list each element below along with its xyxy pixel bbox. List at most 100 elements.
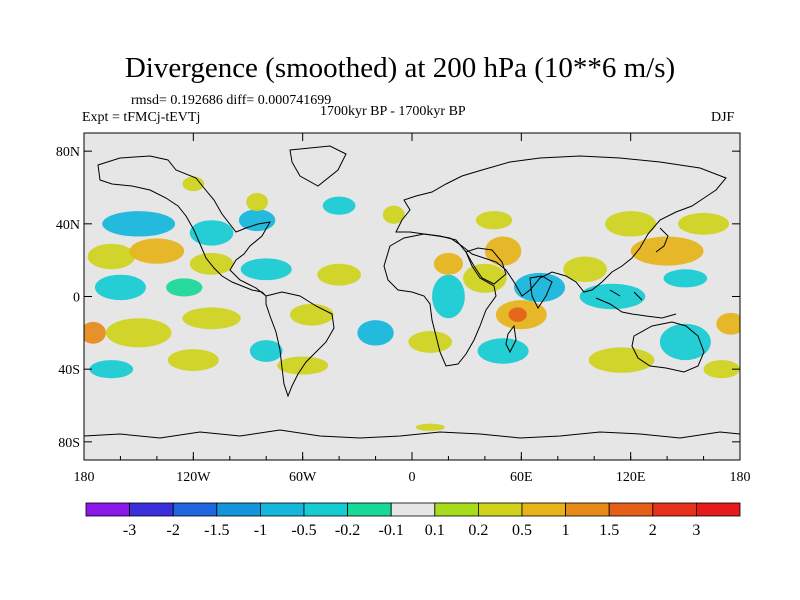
anomaly-blob <box>703 360 740 379</box>
colorbar-swatch <box>652 502 697 517</box>
x-tick-label: 60W <box>289 470 317 485</box>
colorbar-label: 3 <box>692 522 700 539</box>
anomaly-blob <box>433 252 464 275</box>
colorbar-label: -1 <box>254 522 267 539</box>
colorbar-label: 1 <box>562 522 570 539</box>
experiment-label: Expt = tFMCj-tEVTj <box>82 110 201 125</box>
colorbar-label: -0.5 <box>291 522 316 539</box>
anomaly-blob <box>659 323 711 361</box>
anomaly-blob <box>94 274 146 301</box>
anomaly-blob <box>415 423 445 431</box>
anomaly-blob <box>289 303 334 326</box>
anomaly-blob <box>317 263 361 286</box>
x-tick-label: 180 <box>730 470 751 485</box>
colorbar-swatch <box>347 502 392 517</box>
anomaly-blob <box>89 360 134 379</box>
coast-arabia <box>465 247 507 285</box>
anomaly-blob <box>716 312 740 335</box>
anomaly-blob <box>463 263 507 293</box>
anomaly-blob <box>475 211 513 230</box>
anomaly-blob <box>246 192 269 212</box>
period-label: 1700kyr BP - 1700kyr BP <box>320 104 466 119</box>
anomaly-blob <box>563 256 607 282</box>
colorbar-swatch <box>303 502 348 517</box>
colorbar-label: 0.1 <box>425 522 445 539</box>
anomaly-blob <box>663 269 708 288</box>
anomaly-blob <box>432 274 465 319</box>
coast-australia <box>631 321 705 373</box>
colorbar-swatch <box>477 502 523 517</box>
colorbar-label: 0.5 <box>512 522 532 539</box>
y-tick-label: 0 <box>73 291 80 306</box>
stats-line: rmsd= 0.192686 diff= 0.000741699 <box>131 93 332 108</box>
colorbar-swatch <box>696 502 741 517</box>
colorbar-swatch <box>608 502 654 517</box>
anomaly-blob <box>477 338 529 364</box>
coast-africa <box>383 233 497 367</box>
colorbar: -3 -2 -1.5 -1 -0.5 -0.2 -0.1 0.1 0.2 0.5 1 1.5 2 3 <box>85 502 741 539</box>
anomaly-blob <box>588 347 655 373</box>
coast-greenland <box>289 145 347 187</box>
y-tick-label: 80S <box>58 436 80 451</box>
colorbar-label: -2 <box>167 522 180 539</box>
colorbar-swatch <box>85 502 130 517</box>
colorbar-swatch <box>216 502 261 517</box>
colorbar-label: -0.2 <box>335 522 360 539</box>
anomaly-blob <box>382 205 405 224</box>
map-axes: 180 120W 60W 0 60E 120E 180 80N 40N 0 40S 80S <box>56 133 751 485</box>
anomaly-blob <box>238 209 276 232</box>
coast-south-america <box>265 291 335 398</box>
anomaly-blob <box>514 272 566 302</box>
colorbar-label: -1.5 <box>204 522 229 539</box>
anomaly-field <box>84 176 740 431</box>
anomaly-blob <box>322 196 356 215</box>
anomaly-blob <box>105 318 172 348</box>
chart-title: Divergence (smoothed) at 200 hPa (10**6 … <box>124 52 676 84</box>
anomaly-blob <box>408 331 453 353</box>
anomaly-blob <box>87 243 136 270</box>
x-tick-label: 180 <box>74 470 95 485</box>
anomaly-blob <box>277 356 329 375</box>
coast-indonesia <box>595 289 677 319</box>
colorbar-label: -0.1 <box>379 522 404 539</box>
colorbar-label: 0.2 <box>468 522 488 539</box>
coast-north-america <box>97 155 271 297</box>
anomaly-blob <box>605 211 657 237</box>
anomaly-blob <box>484 236 522 266</box>
anomaly-blob <box>579 283 646 310</box>
coast-madagascar <box>505 324 517 354</box>
colorbar-label: 1.5 <box>599 522 619 539</box>
anomaly-blob <box>508 307 527 322</box>
anomaly-blob <box>102 211 176 237</box>
anomaly-blob <box>129 238 185 264</box>
anomaly-blob <box>166 278 203 297</box>
anomaly-blob <box>182 307 241 330</box>
colorbar-swatch <box>259 502 305 517</box>
colorbar-swatch <box>390 502 436 517</box>
x-tick-label: 120E <box>616 470 646 485</box>
anomaly-blob <box>167 349 219 371</box>
colorbar-label: -3 <box>123 522 136 539</box>
coast-eurasia <box>395 155 727 297</box>
colorbar-label: 2 <box>649 522 657 539</box>
coast-india <box>529 275 553 309</box>
anomaly-blob <box>84 321 106 344</box>
colorbar-swatch <box>172 502 218 517</box>
coastlines <box>84 145 740 439</box>
anomaly-blob <box>189 220 234 246</box>
anomaly-blob <box>678 212 730 235</box>
coast-japan <box>655 227 669 253</box>
colorbar-swatch <box>129 502 174 517</box>
anomaly-blob <box>182 176 205 192</box>
colorbar-swatch <box>434 502 479 517</box>
season-label: DJF <box>711 110 735 125</box>
anomaly-blob <box>189 252 234 275</box>
y-tick-label: 80N <box>56 145 80 160</box>
x-tick-label: 120W <box>176 470 211 485</box>
anomaly-blob <box>240 258 292 281</box>
coast-antarctica <box>84 429 740 439</box>
x-tick-label: 60E <box>510 470 533 485</box>
x-tick-label: 0 <box>409 470 416 485</box>
colorbar-swatch <box>565 502 610 517</box>
